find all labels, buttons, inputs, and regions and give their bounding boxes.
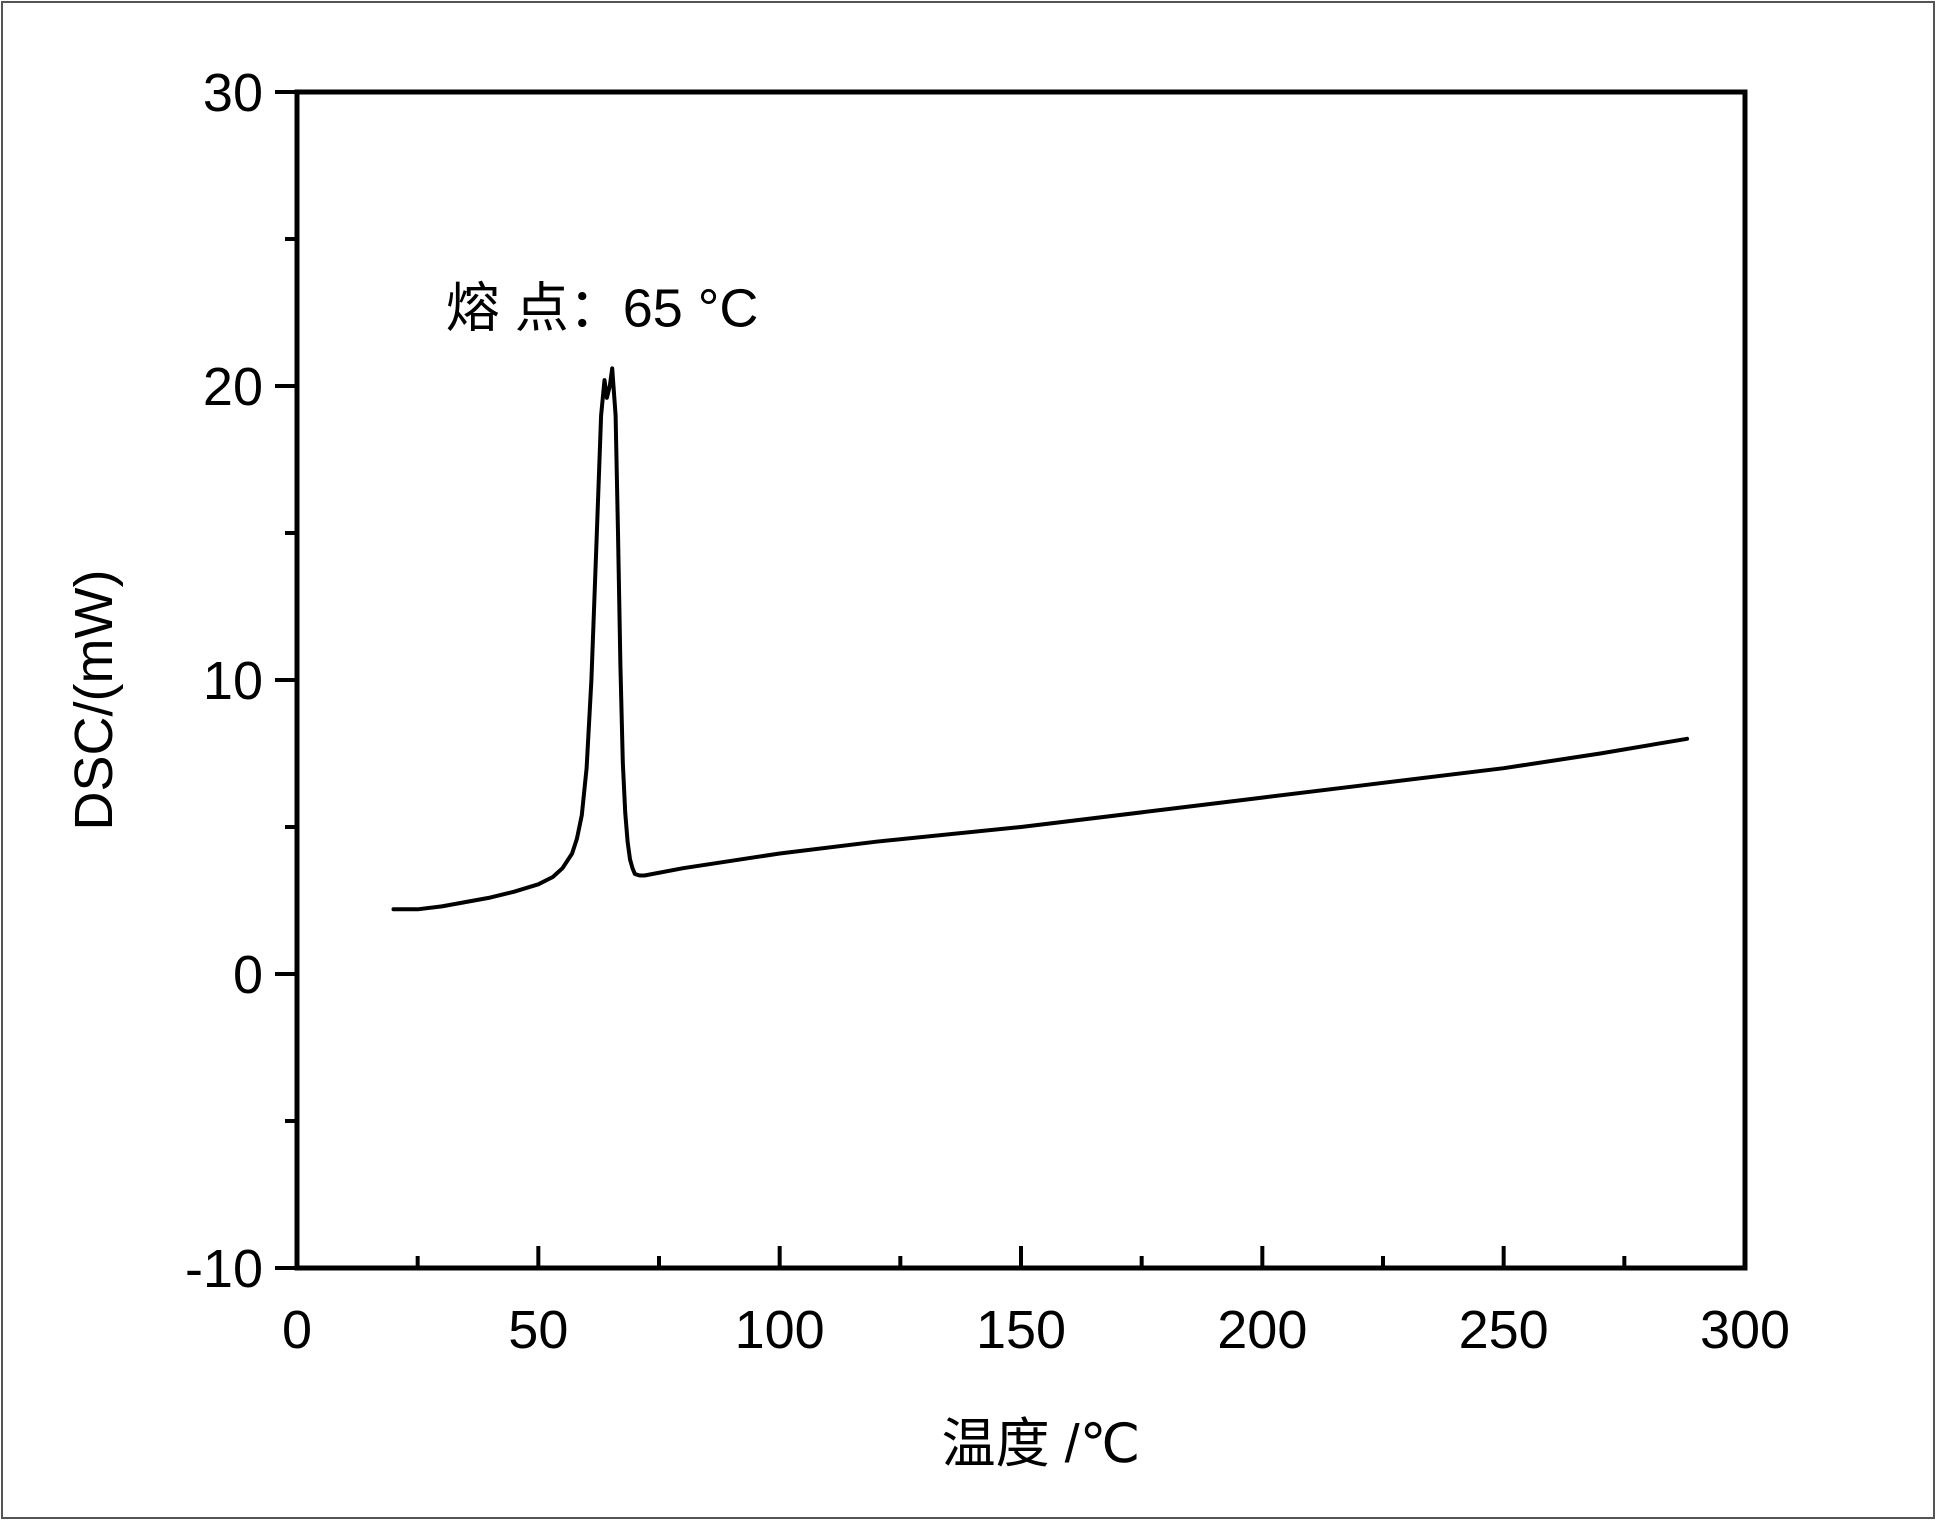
x-tick-label: 250 [1459,1300,1549,1360]
y-tick-label: 20 [203,357,263,417]
y-tick-label: 10 [203,651,263,711]
tick-labels: 0 50 100 150 200 250 300 -10 0 10 20 30 [185,63,1790,1360]
y-tick-label: 0 [233,945,263,1005]
y-axis-label: DSC/(mW) [64,570,124,831]
x-tick-label: 100 [735,1300,825,1360]
melting-point-annotation: 熔 点：65 °C [446,278,759,338]
x-tick-label: 200 [1217,1300,1307,1360]
dsc-curve [391,366,1690,912]
x-tick-label: 300 [1700,1300,1790,1360]
y-tick-label: -10 [185,1239,263,1299]
y-tick-label: 30 [203,63,263,123]
plot-frame [294,89,1748,1271]
x-axis-label: 温度 /℃ [942,1414,1141,1474]
x-tick-label: 150 [976,1300,1066,1360]
x-tick-label: 0 [282,1300,312,1360]
x-tick-label: 50 [508,1300,568,1360]
